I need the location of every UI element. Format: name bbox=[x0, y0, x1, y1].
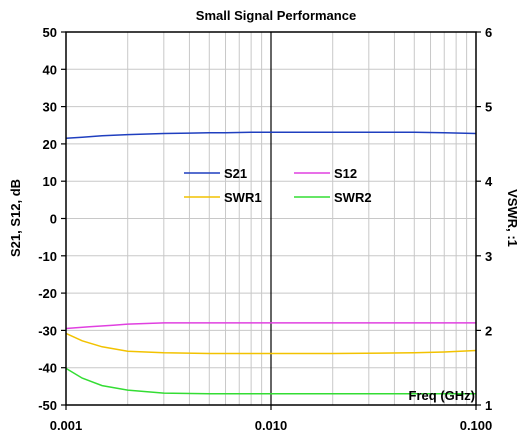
legend-label-s21: S21 bbox=[224, 166, 247, 181]
y-right-tick-label: 5 bbox=[485, 100, 492, 115]
y-right-tick-label: 2 bbox=[485, 323, 492, 338]
x-axis-label: Freq (GHz) bbox=[409, 388, 475, 403]
y-right-tick-label: 6 bbox=[485, 25, 492, 40]
y-right-label: VSWR, :1 bbox=[505, 189, 520, 247]
axis-ticks: 50 40 30 20 10 0 -10 -20 -30 -40 -50 6 5 4 3 2 1 0.001 0.0… bbox=[38, 25, 493, 433]
y-left-tick-label: -10 bbox=[38, 249, 57, 264]
series-lines bbox=[65, 131, 477, 395]
legend-label-swr1: SWR1 bbox=[224, 190, 262, 205]
y-left-tick-label: 10 bbox=[43, 174, 57, 189]
y-left-tick-label: -40 bbox=[38, 361, 57, 376]
series-line-swr2 bbox=[65, 367, 476, 395]
x-tick-label: 0.001 bbox=[50, 418, 83, 433]
y-right-tick-label: 1 bbox=[485, 398, 492, 413]
legend: S21 S12 SWR1 SWR2 bbox=[184, 166, 372, 205]
chart-title: Small Signal Performance bbox=[196, 8, 356, 23]
series-line-swr1 bbox=[65, 332, 477, 355]
y-left-label: S21, S12, dB bbox=[8, 179, 23, 257]
y-left-tick-label: -20 bbox=[38, 286, 57, 301]
y-left-tick-label: -50 bbox=[38, 398, 57, 413]
series-line-s21 bbox=[65, 131, 477, 140]
y-left-tick-label: 20 bbox=[43, 137, 57, 152]
x-tick-label: 0.100 bbox=[460, 418, 493, 433]
y-left-tick-label: 50 bbox=[43, 25, 57, 40]
y-left-tick-label: 0 bbox=[50, 212, 57, 227]
legend-label-swr2: SWR2 bbox=[334, 190, 372, 205]
grid bbox=[66, 31, 476, 406]
y-right-tick-label: 4 bbox=[485, 174, 493, 189]
y-left-tick-label: 40 bbox=[43, 62, 57, 77]
y-right-tick-label: 3 bbox=[485, 249, 492, 264]
y-left-tick-label: -30 bbox=[38, 323, 57, 338]
x-tick-label: 0.010 bbox=[255, 418, 288, 433]
y-left-tick-label: 30 bbox=[43, 100, 57, 115]
legend-label-s12: S12 bbox=[334, 166, 357, 181]
series-line-s12 bbox=[65, 322, 476, 330]
